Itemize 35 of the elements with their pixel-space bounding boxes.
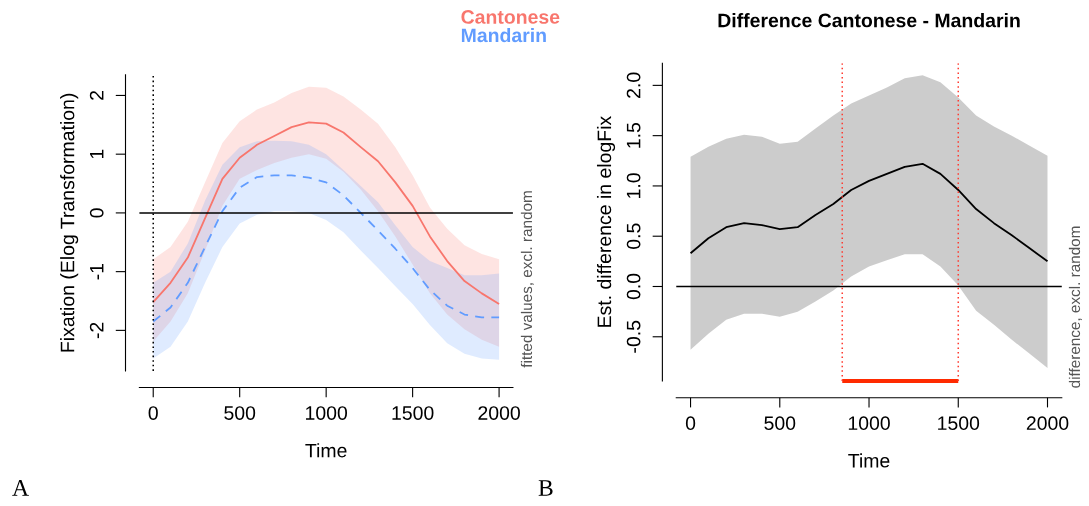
y-tick-label: 1 <box>90 149 104 159</box>
text: fitted values, excl. random <box>520 191 534 368</box>
y-tick-label: -0.5 <box>626 320 641 353</box>
text: Cantonese <box>461 10 560 24</box>
x-axis-title: Time <box>848 453 890 468</box>
text: B <box>538 480 553 496</box>
x-tick-label: 2000 <box>478 406 520 420</box>
y-tick-label: -1 <box>90 263 104 280</box>
y-axis-title: Fixation (Elog Transformation) <box>60 93 79 352</box>
text: Mandarin <box>461 27 546 43</box>
line-series <box>152 174 500 323</box>
x-tick-label: 500 <box>224 406 256 420</box>
x-tick-label: 1500 <box>392 406 434 420</box>
x-tick-label: 1500 <box>938 416 980 431</box>
y-tick-label: 1.5 <box>626 122 641 148</box>
y-tick-label: 2.0 <box>626 72 641 98</box>
line-series <box>152 121 500 305</box>
y-tick-label: 1.0 <box>626 173 641 198</box>
x-tick-label: 1000 <box>848 416 890 431</box>
y-tick-label: 0.0 <box>626 273 641 300</box>
x-tick-label: 500 <box>764 416 796 431</box>
y-tick-label: -2 <box>89 322 104 339</box>
line-series <box>689 162 1049 263</box>
y-tick-label: 0.5 <box>626 223 641 249</box>
x-tick-label: 0 <box>148 406 158 420</box>
text: difference, excl. random <box>1068 226 1082 388</box>
x-tick-label: 0 <box>685 416 696 431</box>
chart-title: Difference Cantonese - Mandarin <box>718 13 1020 28</box>
x-tick-label: 1000 <box>306 406 348 420</box>
x-axis-title: Time <box>305 443 347 458</box>
x-tick-label: 2000 <box>1026 416 1069 431</box>
y-tick-label: 0 <box>89 208 104 218</box>
text: A <box>12 480 29 496</box>
y-tick-label: 2 <box>89 91 104 100</box>
y-axis-title: Est. difference in elogFix <box>596 116 616 327</box>
